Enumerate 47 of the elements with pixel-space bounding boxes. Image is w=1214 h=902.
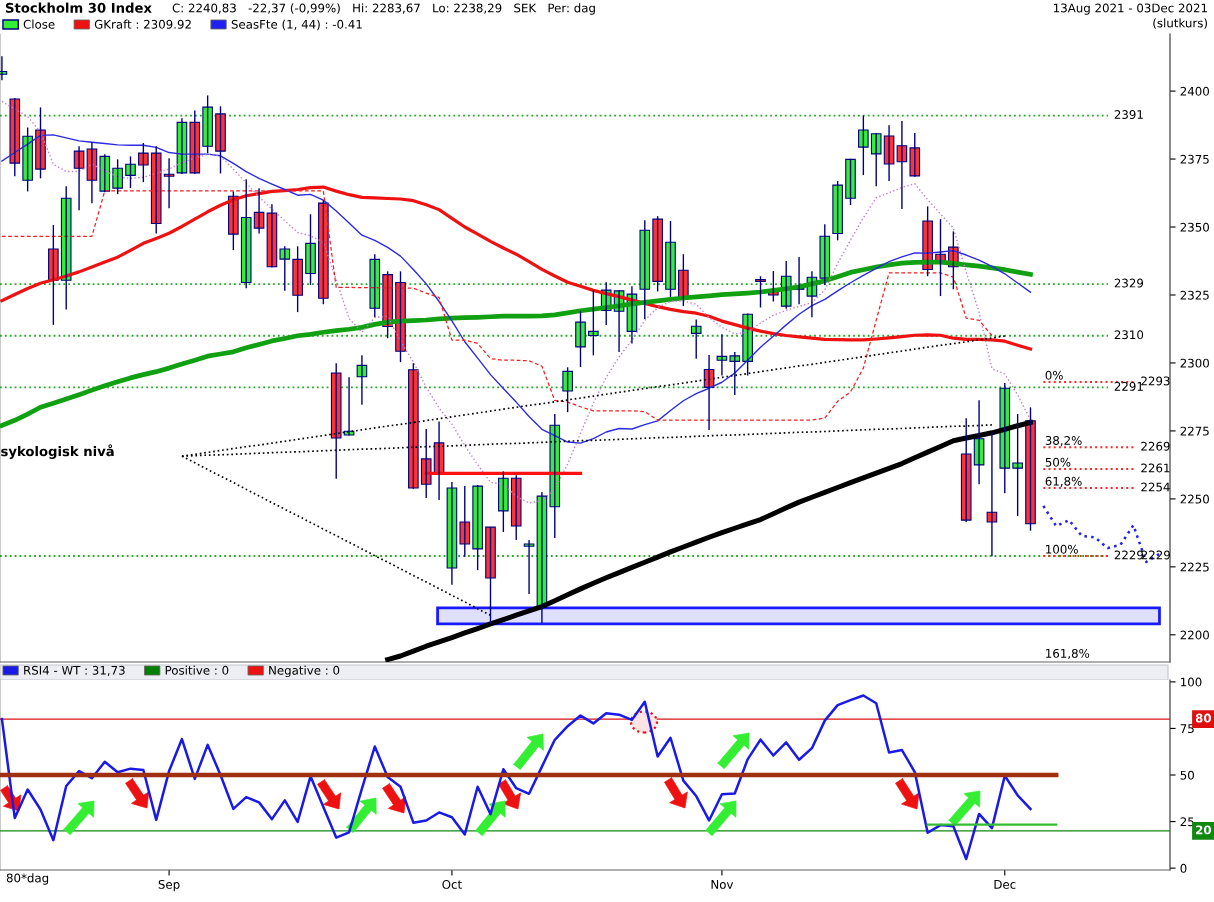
legend-label: Close bbox=[23, 19, 55, 29]
x-tick-label: Dec bbox=[994, 880, 1016, 889]
annotation: 161,8% bbox=[1046, 648, 1090, 660]
y-tick-label: 25 bbox=[1180, 817, 1194, 827]
data-label: 2269 bbox=[1141, 441, 1170, 451]
ref-line-label: 20 bbox=[1196, 825, 1212, 835]
data-label: 2293 bbox=[1141, 376, 1170, 386]
y-tick-label: 0 bbox=[1180, 863, 1187, 873]
y-tick-label: 2375 bbox=[1180, 154, 1209, 164]
ref-line-label: 2310 bbox=[1114, 330, 1144, 340]
ref-line-label: 2329 bbox=[1114, 278, 1144, 288]
text: (slutkurs) bbox=[1153, 18, 1207, 29]
y-tick-label: 2275 bbox=[1180, 426, 1209, 436]
y-tick-label: 2325 bbox=[1180, 290, 1209, 300]
ref-line-label: 2229 bbox=[1114, 550, 1144, 560]
y-tick-label: 2250 bbox=[1180, 494, 1209, 504]
annotation: sykologisk nivå bbox=[1, 444, 114, 459]
text: 13Aug 2021 - 03Dec 2021 bbox=[1054, 3, 1207, 15]
y-tick-label: 50 bbox=[1180, 770, 1194, 780]
y-tick-label: 100 bbox=[1181, 677, 1202, 687]
chart-subtitle: C: 2240,83 -22,37 (-0,99%) Hi: 2283,67 Lo: 2238,29 SEK Per: dag bbox=[172, 3, 595, 15]
annotation: 61,8% bbox=[1045, 476, 1082, 487]
annotation: 38,2% bbox=[1045, 436, 1082, 447]
legend-label: Negative : 0 bbox=[269, 665, 340, 678]
legend-label: GKraft : 2309.92 bbox=[94, 19, 191, 29]
annotation: 0% bbox=[1045, 370, 1063, 380]
legend-label: Positive : 0 bbox=[165, 665, 229, 675]
legend-label: RSI4 - WT : 31,73 bbox=[24, 665, 125, 676]
x-tick-label: Oct bbox=[442, 879, 462, 889]
y-tick-label: 2300 bbox=[1180, 358, 1209, 368]
text: 80*dag bbox=[6, 873, 49, 885]
x-tick-label: Sep bbox=[158, 879, 180, 892]
legend-label: SeasFte (1, 44) : -0.41 bbox=[231, 19, 362, 31]
ref-line-label: 80 bbox=[1195, 713, 1212, 723]
y-tick-label: 2400 bbox=[1180, 86, 1209, 96]
y-tick-label: 2200 bbox=[1180, 630, 1209, 640]
data-label: 2261 bbox=[1141, 463, 1170, 473]
y-tick-label: 2350 bbox=[1180, 222, 1209, 232]
data-label: 2254 bbox=[1141, 482, 1170, 492]
y-tick-label: 2225 bbox=[1180, 562, 1209, 572]
ref-line-label: 2291 bbox=[1114, 381, 1143, 391]
annotation: 50% bbox=[1045, 457, 1071, 467]
y-tick-label: 75 bbox=[1180, 724, 1194, 734]
ref-line-label: 2391 bbox=[1114, 110, 1143, 119]
annotation: 100% bbox=[1046, 544, 1078, 554]
chart-title: Stockholm 30 Index bbox=[5, 2, 152, 13]
x-tick-label: Nov bbox=[711, 880, 734, 889]
